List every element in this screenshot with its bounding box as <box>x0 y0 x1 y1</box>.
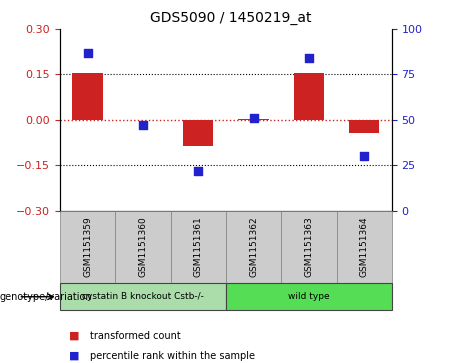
Text: GSM1151360: GSM1151360 <box>138 216 148 277</box>
Bar <box>183 120 213 146</box>
Text: ■: ■ <box>69 351 80 361</box>
Text: GSM1151364: GSM1151364 <box>360 216 369 277</box>
Bar <box>238 119 269 120</box>
Bar <box>349 120 379 134</box>
Point <box>195 168 202 174</box>
Text: genotype/variation: genotype/variation <box>0 292 93 302</box>
Text: GSM1151363: GSM1151363 <box>304 216 313 277</box>
Bar <box>72 73 103 120</box>
Bar <box>294 73 324 120</box>
Text: GDS5090 / 1450219_at: GDS5090 / 1450219_at <box>150 11 311 25</box>
Text: transformed count: transformed count <box>90 331 181 341</box>
Point <box>84 50 91 56</box>
Text: GSM1151362: GSM1151362 <box>249 216 258 277</box>
Text: ■: ■ <box>69 331 80 341</box>
Point <box>305 55 313 61</box>
Point <box>361 153 368 159</box>
Text: percentile rank within the sample: percentile rank within the sample <box>90 351 255 361</box>
Text: GSM1151361: GSM1151361 <box>194 216 203 277</box>
Point <box>139 122 147 128</box>
Text: cystatin B knockout Cstb-/-: cystatin B knockout Cstb-/- <box>82 292 204 301</box>
Text: wild type: wild type <box>288 292 330 301</box>
Text: GSM1151359: GSM1151359 <box>83 216 92 277</box>
Point <box>250 115 257 121</box>
